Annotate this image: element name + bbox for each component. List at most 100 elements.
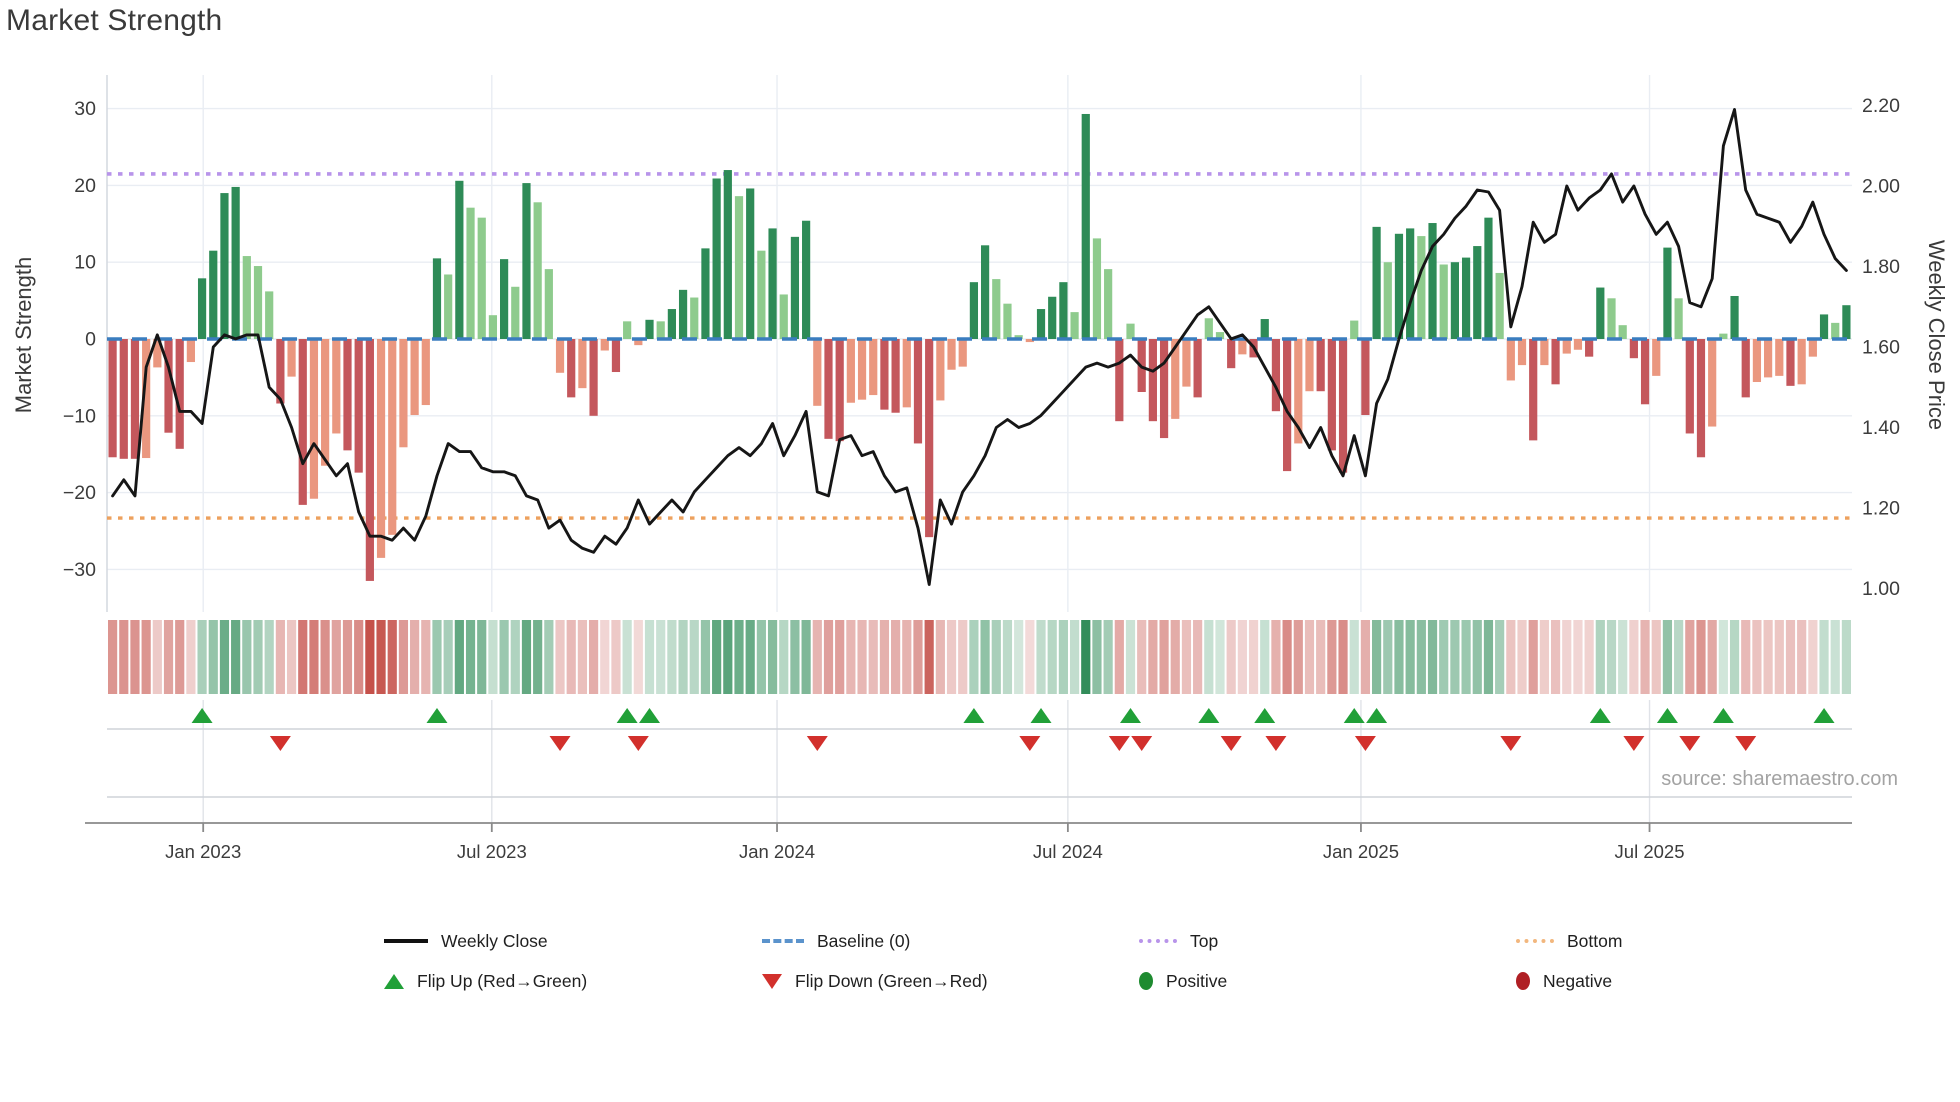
negative-strength-bar [578, 339, 587, 389]
left-tick-label: −30 [63, 559, 96, 581]
negative-strength-bar [1529, 339, 1538, 441]
right-tick-label: 1.20 [1862, 498, 1900, 520]
negative-strength-bar [846, 339, 855, 403]
legend-label: Weekly Close [441, 930, 548, 951]
heatmap-cell [1260, 620, 1270, 694]
flip-down-triangle-icon [627, 736, 649, 751]
negative-strength-bar [947, 339, 956, 370]
heatmap-cell [1528, 620, 1538, 694]
positive-strength-bar [477, 217, 486, 339]
negative-strength-bar [1327, 339, 1336, 451]
legend-item-bottom[interactable]: Bottom [1516, 926, 1622, 956]
positive-strength-bar [1831, 322, 1840, 339]
heatmap-cell [1819, 620, 1829, 694]
heatmap-cell [376, 620, 386, 694]
legend-item-weekly-close[interactable]: Weekly Close [384, 926, 548, 956]
heatmap-cell [219, 620, 230, 694]
positive-strength-bar [511, 286, 520, 339]
heatmap-cell [320, 620, 330, 694]
positive-strength-bar [1048, 296, 1057, 339]
heatmap-cell [309, 620, 319, 694]
positive-strength-bar [1495, 272, 1504, 339]
negative-strength-bar [1294, 339, 1303, 444]
heatmap-cell [1674, 620, 1684, 694]
positive-strength-bar [1372, 226, 1381, 339]
flip-markers [191, 708, 1835, 751]
negative-strength-bar [936, 339, 945, 401]
heatmap-cell [689, 620, 699, 694]
positive-strength-bar [220, 193, 229, 339]
heatmap-cell [644, 620, 655, 694]
heatmap-cell [197, 620, 207, 694]
heatmap-cell [935, 620, 945, 694]
flip-down-triangle-icon [1500, 736, 1522, 751]
negative-strength-bar [869, 339, 878, 396]
heatmap-cell [1718, 620, 1728, 694]
heatmap-cell [1349, 620, 1359, 694]
heatmap-cell [1841, 620, 1851, 694]
heatmap-cell [1103, 620, 1113, 694]
positive-strength-bar [678, 289, 688, 339]
heatmap-cell [1193, 620, 1203, 694]
heatmap-cell [1651, 620, 1661, 694]
heatmap-cell [1416, 620, 1426, 694]
negative-strength-bar [1283, 339, 1292, 472]
negative-strength-bar [1517, 339, 1527, 366]
positive-strength-bar [1406, 228, 1415, 339]
positive-strength-bar [1450, 262, 1460, 339]
legend-item-positive[interactable]: Positive [1139, 966, 1227, 996]
positive-strength-bar [1473, 246, 1482, 339]
heatmap-cell [812, 620, 822, 694]
heatmap-cell [1237, 620, 1247, 694]
heatmap-cell [980, 620, 990, 694]
flip-up-triangle-icon [963, 708, 985, 723]
legend-item-flip-up-red-green[interactable]: Flip Up (Red→Green) [384, 966, 587, 996]
flip-up-triangle-icon [1254, 708, 1276, 723]
heatmap-cell [611, 620, 621, 694]
heatmap-cell [678, 620, 688, 694]
heatmap-cell [465, 620, 476, 694]
heatmap-cell [208, 620, 218, 694]
positive-strength-bar [1003, 303, 1012, 339]
heatmap-cell [1797, 620, 1807, 694]
legend-item-negative[interactable]: Negative [1516, 966, 1612, 996]
heatmap-cell [1830, 620, 1840, 694]
heatmap-cell [1271, 620, 1281, 694]
heatmap-cell [1058, 620, 1068, 694]
negative-strength-bar [1708, 339, 1717, 427]
legend-item-baseline-0[interactable]: Baseline (0) [762, 926, 910, 956]
negative-strength-bar [1506, 339, 1515, 381]
heatmap-cell [1495, 620, 1505, 694]
negative-strength-bar [108, 339, 117, 458]
legend-item-top[interactable]: Top [1139, 926, 1218, 956]
heatmap-cell [1752, 620, 1762, 694]
negative-strength-bar [1573, 339, 1583, 350]
flip-up-triangle-icon [639, 708, 661, 723]
positive-strength-bar [623, 321, 632, 339]
heatmap-cell [1304, 620, 1315, 694]
heatmap-cell [1472, 620, 1482, 694]
heatmap-cell [1573, 620, 1583, 694]
positive-strength-bar [544, 269, 553, 339]
heatmap-cell [555, 620, 565, 694]
legend-label: Flip Up (Red→Green) [417, 970, 588, 991]
positive-strength-bar [992, 279, 1001, 339]
heatmap-cell [1383, 620, 1393, 694]
negative-strength-bar [1159, 339, 1169, 439]
negative-strength-bar [925, 339, 934, 538]
flip-down-triangle-icon [1735, 736, 1757, 751]
positive-strength-bar [1383, 262, 1392, 339]
heatmap-cell [790, 620, 800, 694]
strength-bars [108, 113, 1851, 581]
negative-strength-bar [376, 339, 386, 558]
heatmap-cell [387, 620, 397, 694]
heatmap-cell [1092, 620, 1102, 694]
flip-down-triangle-icon [1019, 736, 1041, 751]
heatmap-cell [1125, 620, 1136, 694]
negative-strength-bar [1305, 339, 1314, 392]
positive-strength-bar [790, 236, 800, 339]
flip-up-triangle-icon [1712, 708, 1734, 723]
legend-item-flip-down-green-red[interactable]: Flip Down (Green→Red) [762, 966, 988, 996]
heatmap-cell [1372, 620, 1382, 694]
